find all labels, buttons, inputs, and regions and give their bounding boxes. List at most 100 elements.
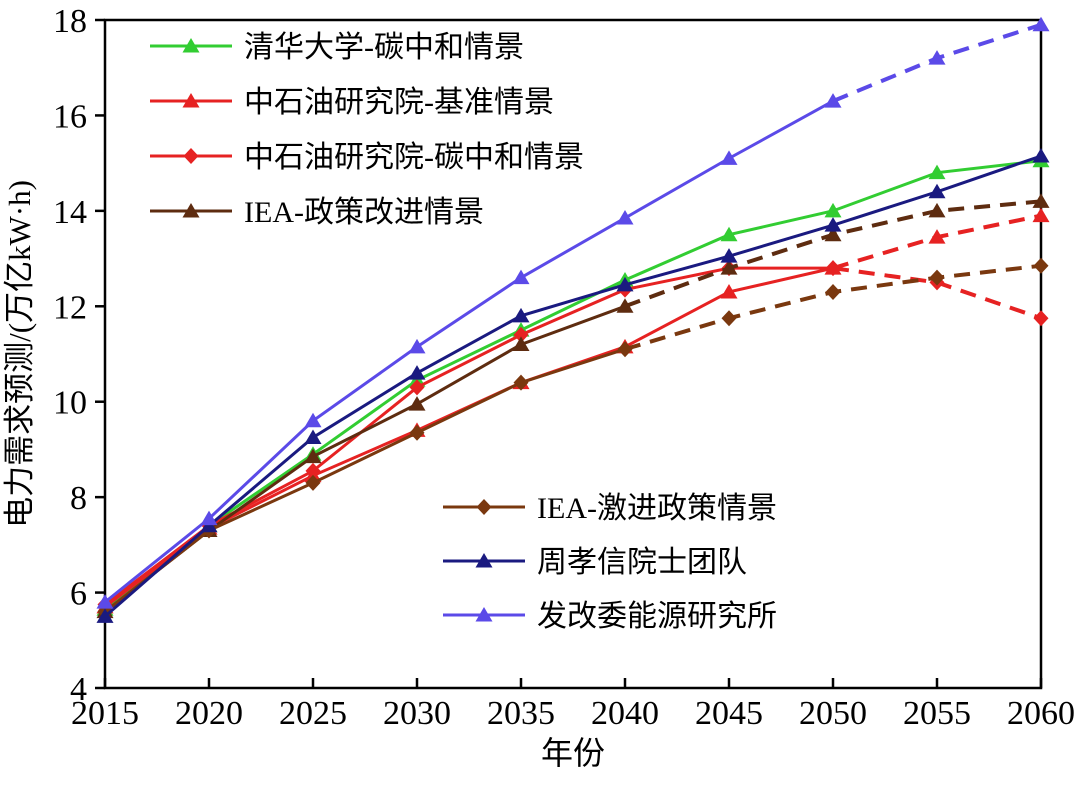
triangle-marker (928, 229, 946, 244)
triangle-marker (408, 365, 426, 380)
triangle-marker (1032, 193, 1050, 208)
legend-label: 中石油研究院-碳中和情景 (244, 141, 584, 174)
triangle-marker (720, 226, 738, 242)
legend-item: IEA-政策改进情景 (150, 196, 484, 229)
diamond-marker (476, 499, 492, 515)
y-tick-label: 4 (70, 671, 87, 708)
triangle-marker (182, 203, 200, 218)
x-tick-label: 2060 (1007, 695, 1075, 732)
x-tick-label: 2015 (71, 695, 139, 732)
series-line-solid (104, 159, 1042, 611)
triangle-marker (200, 510, 218, 526)
triangle-marker (720, 150, 738, 165)
triangle-marker (720, 260, 738, 275)
triangle-marker (1032, 207, 1050, 223)
diamond-marker (513, 374, 529, 391)
triangle-marker (304, 412, 322, 428)
triangle-marker (1032, 16, 1050, 32)
plot-border (103, 18, 1043, 690)
series-line-solid (104, 347, 626, 613)
triangle-marker (928, 50, 946, 65)
legend-label: 中石油研究院-基准情景 (244, 86, 554, 119)
triangle-marker (928, 164, 946, 180)
y-tick-label: 16 (53, 98, 87, 135)
triangle-marker (616, 298, 634, 313)
legend-label: IEA-政策改进情景 (244, 196, 484, 229)
triangle-marker (824, 226, 842, 242)
diamond-marker (929, 269, 945, 286)
y-tick-label: 14 (53, 194, 87, 231)
series-6 (96, 16, 1050, 609)
triangle-marker (96, 594, 114, 609)
triangle-marker (720, 283, 738, 299)
y-axis: 4 6 8 10 12 14 16 18 电力需求预测/(万亿kW·h) (2, 3, 105, 708)
triangle-marker (304, 448, 322, 464)
legend-label: IEA-激进政策情景 (537, 492, 777, 525)
x-tick-label: 2050 (799, 695, 867, 732)
x-tick-label: 2040 (591, 695, 659, 732)
diamond-marker (409, 424, 425, 441)
x-tick-label: 2030 (383, 695, 451, 732)
diamond-marker (825, 283, 841, 300)
legend-label: 发改委能源研究所 (537, 600, 777, 633)
legend-item: 发改委能源研究所 (443, 600, 777, 633)
triangle-marker (96, 608, 114, 623)
triangle-marker (928, 202, 946, 218)
triangle-marker (408, 338, 426, 354)
x-axis-title: 年份 (541, 735, 605, 771)
triangle-marker (408, 396, 426, 411)
triangle-marker (475, 553, 493, 568)
triangle-marker (512, 269, 530, 285)
series-line-solid (104, 154, 1042, 618)
triangle-marker (512, 307, 530, 323)
x-tick-label: 2045 (695, 695, 763, 732)
triangle-marker (720, 248, 738, 263)
diamond-marker (721, 310, 737, 327)
triangle-marker (1032, 147, 1050, 163)
legend-item: 中石油研究院-碳中和情景 (150, 141, 584, 174)
diamond-marker (825, 260, 841, 277)
legend-item: 周孝信院士团队 (443, 546, 747, 579)
diamond-marker (617, 341, 633, 358)
diamond-marker (305, 462, 321, 479)
legend-label: 周孝信院士团队 (537, 546, 747, 579)
y-tick-label: 6 (70, 576, 87, 613)
triangle-marker (475, 607, 493, 622)
triangle-marker (928, 183, 946, 199)
diamond-marker (513, 326, 529, 343)
diamond-marker (305, 474, 321, 491)
diamond-marker (183, 148, 199, 164)
diamond-marker (1033, 257, 1049, 274)
y-axis-title: 电力需求预测/(万亿kW·h) (2, 180, 37, 528)
triangle-marker (616, 210, 634, 225)
x-tick-label: 2035 (487, 695, 555, 732)
triangle-marker (182, 93, 200, 108)
triangle-marker (824, 217, 842, 232)
y-tick-label: 12 (53, 289, 87, 326)
triangle-marker (824, 93, 842, 108)
y-tick-label: 18 (53, 3, 87, 40)
legend-item: 中石油研究院-基准情景 (150, 86, 554, 119)
series-line-solid (104, 99, 834, 604)
triangle-marker (616, 276, 634, 292)
diamond-marker (1033, 310, 1049, 327)
legend-label: 清华大学-碳中和情景 (244, 31, 524, 64)
series-line-dashed (624, 263, 1042, 352)
y-tick-label: 8 (70, 480, 87, 517)
triangle-marker (182, 38, 200, 53)
legend-item: IEA-激进政策情景 (443, 492, 777, 525)
y-tick-label: 10 (53, 385, 87, 422)
legend-item: 清华大学-碳中和情景 (150, 31, 524, 64)
triangle-marker (512, 336, 530, 351)
x-tick-label: 2055 (903, 695, 971, 732)
diamond-marker (409, 379, 425, 396)
x-axis: 2015 2020 2025 2030 2035 2040 2045 2050 2055 2060… (71, 678, 1075, 771)
triangle-marker (304, 429, 322, 444)
x-tick-label: 2020 (175, 695, 243, 732)
triangle-marker (824, 202, 842, 218)
x-tick-label: 2025 (279, 695, 347, 732)
